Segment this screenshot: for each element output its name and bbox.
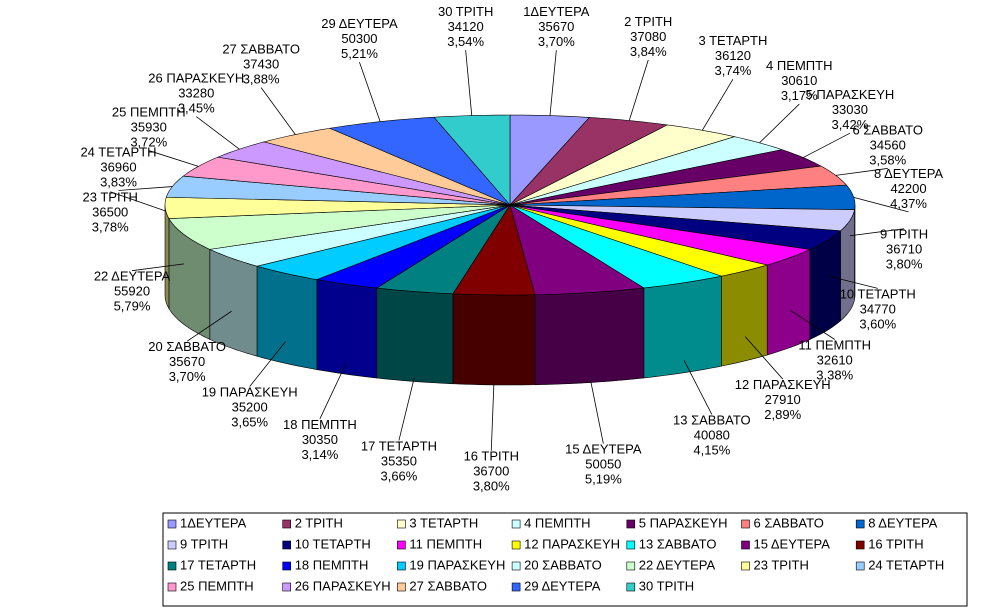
leader-line bbox=[359, 62, 380, 122]
legend-label: 24 ΤΕΤΑΡΤΗ bbox=[868, 557, 944, 572]
slice-side bbox=[377, 288, 453, 384]
legend-label: 3 ΤΕΤΑΡΤΗ bbox=[409, 515, 478, 530]
legend-swatch bbox=[856, 562, 864, 570]
leader-line bbox=[491, 385, 494, 451]
legend-swatch bbox=[512, 562, 520, 570]
leader-line bbox=[399, 378, 414, 441]
legend-swatch bbox=[283, 520, 291, 528]
legend-label: 19 ΠΑΡΑΣΚΕΥΗ bbox=[409, 557, 505, 572]
legend-swatch bbox=[168, 541, 176, 549]
legend-label: 11 ΠΕΜΠΤΗ bbox=[409, 536, 482, 551]
legend-swatch bbox=[168, 562, 176, 570]
legend-swatch bbox=[168, 583, 176, 591]
legend-swatch bbox=[397, 562, 405, 570]
legend-swatch bbox=[742, 562, 750, 570]
legend-swatch bbox=[856, 541, 864, 549]
leader-line bbox=[760, 104, 800, 143]
leader-line bbox=[629, 60, 648, 121]
legend-swatch bbox=[283, 583, 291, 591]
legend-label: 17 ΤΕΤΑΡΤΗ bbox=[180, 557, 256, 572]
slice-side bbox=[257, 266, 317, 369]
leader-line bbox=[550, 50, 556, 115]
legend-label: 6 ΣΑΒΒΑΤΟ bbox=[754, 515, 824, 530]
legend-label: 23 ΤΡΙΤΗ bbox=[754, 557, 809, 572]
leader-line bbox=[591, 380, 604, 444]
legend-label: 5 ΠΑΡΑΣΚΕΥΗ bbox=[639, 515, 728, 530]
legend-label: 10 ΤΕΤΑΡΤΗ bbox=[295, 536, 371, 551]
slice-side bbox=[535, 288, 644, 385]
legend-label: 30 ΤΡΙΤΗ bbox=[639, 578, 694, 593]
legend-swatch bbox=[397, 583, 405, 591]
legend-swatch bbox=[627, 583, 635, 591]
slice-side bbox=[317, 280, 377, 378]
slice-side bbox=[453, 294, 535, 385]
legend-swatch bbox=[397, 541, 405, 549]
legend-label: 4 ΠΕΜΠΤΗ bbox=[524, 515, 590, 530]
legend-swatch bbox=[168, 520, 176, 528]
legend-label: 27 ΣΑΒΒΑΤΟ bbox=[409, 578, 487, 593]
leader-line bbox=[261, 88, 295, 135]
legend-swatch bbox=[627, 520, 635, 528]
legend-swatch bbox=[512, 541, 520, 549]
slice-side bbox=[644, 276, 722, 378]
legend-label: 1ΔΕΥΤΕΡΑ bbox=[180, 515, 247, 530]
legend-label: 25 ΠΕΜΠΤΗ bbox=[180, 578, 254, 593]
legend-swatch bbox=[856, 520, 864, 528]
leader-line bbox=[196, 117, 239, 150]
legend-swatch bbox=[742, 520, 750, 528]
legend-label: 15 ΔΕΥΤΕΡΑ bbox=[754, 536, 831, 551]
slice-side bbox=[721, 265, 767, 366]
leader-line bbox=[466, 50, 472, 115]
legend-label: 16 ΤΡΙΤΗ bbox=[868, 536, 923, 551]
legend-label: 2 ΤΡΙΤΗ bbox=[295, 515, 343, 530]
leader-line bbox=[702, 79, 733, 130]
legend-label: 22 ΔΕΥΤΕΡΑ bbox=[639, 557, 716, 572]
legend-label: 29 ΔΕΥΤΕΡΑ bbox=[524, 578, 601, 593]
legend-swatch bbox=[627, 541, 635, 549]
legend-swatch bbox=[512, 520, 520, 528]
legend-label: 12 ΠΑΡΑΣΚΕΥΗ bbox=[524, 536, 620, 551]
legend-label: 18 ΠΕΜΠΤΗ bbox=[295, 557, 369, 572]
legend-swatch bbox=[742, 541, 750, 549]
legend-label: 26 ΠΑΡΑΣΚΕΥΗ bbox=[295, 578, 391, 593]
legend-label: 13 ΣΑΒΒΑΤΟ bbox=[639, 536, 717, 551]
legend-swatch bbox=[512, 583, 520, 591]
legend-swatch bbox=[283, 562, 291, 570]
legend-swatch bbox=[397, 520, 405, 528]
legend-label: 20 ΣΑΒΒΑΤΟ bbox=[524, 557, 602, 572]
legend-swatch bbox=[627, 562, 635, 570]
legend-label: 9 ΤΡΙΤΗ bbox=[180, 536, 228, 551]
legend-swatch bbox=[283, 541, 291, 549]
legend-label: 8 ΔΕΥΤΕΡΑ bbox=[868, 515, 937, 530]
